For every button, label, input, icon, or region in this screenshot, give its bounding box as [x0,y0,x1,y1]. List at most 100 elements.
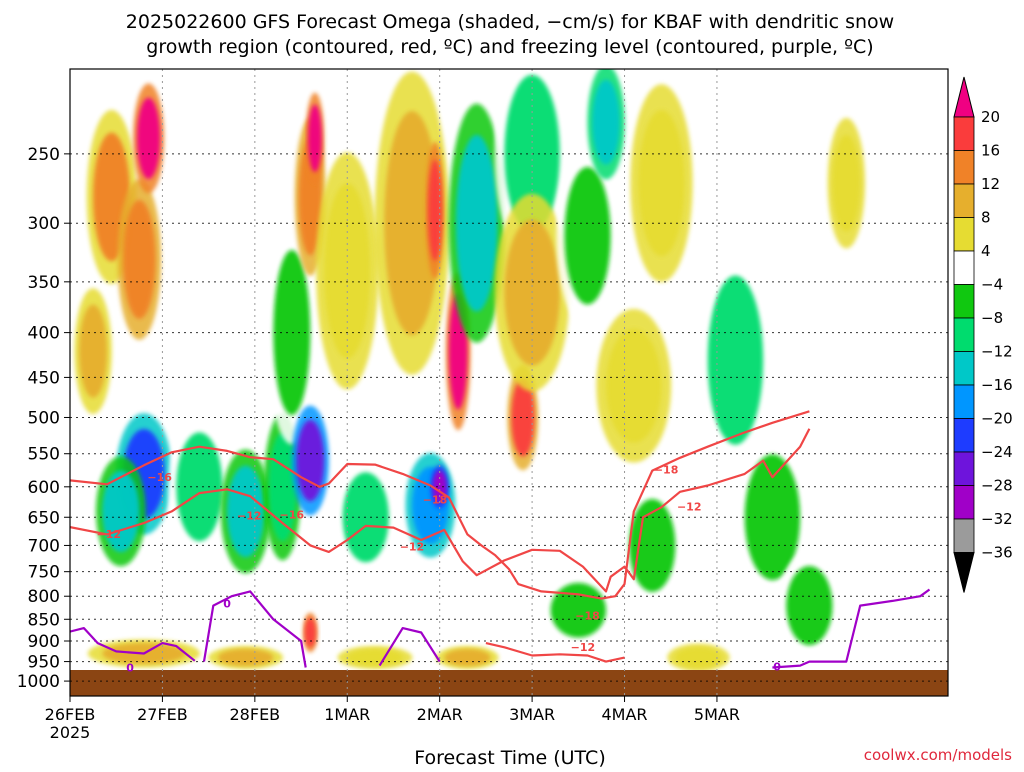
y-tick-label: 250 [28,145,60,165]
y-tick-label: 850 [28,610,60,630]
freezing-level-contour [70,627,196,662]
contour-label: −12 [97,528,122,541]
omega-cell [102,470,140,552]
colorbar-band [953,384,975,419]
x-tick-label: 1MAR [324,705,370,724]
colorbar-label: −4 [981,276,1003,294]
omega-cell [304,617,316,648]
omega-cell [564,166,611,305]
x-tick-label: 27FEB [137,705,188,724]
y-tick-label: 600 [28,478,60,498]
colorbar-band [953,317,975,352]
colorbar-label: −28 [981,477,1013,495]
x-tick-label: 2MAR [417,705,463,724]
credit-text: coolwx.com/models [864,746,1012,764]
chart-title-line1: 2025022600 GFS Forecast Omega (shaded, −… [126,11,894,33]
contour-label: 0 [223,597,231,610]
omega-cell [137,97,161,179]
y-tick-label: 750 [28,563,60,583]
colorbar-label: 16 [981,142,1000,160]
y-tick-label: 650 [28,508,60,528]
contour-label: −18 [654,463,679,476]
dgz-contour [70,410,810,600]
omega-cell [273,250,311,416]
dgz-contour [485,642,625,663]
x-tick-label: 4MAR [602,705,648,724]
y-tick-label: 800 [28,587,60,607]
colorbar-band [953,116,975,151]
contour-label: −12 [400,541,425,554]
plot-frame [69,68,949,697]
dgz-contour [70,428,811,593]
contour-label: −16 [147,471,172,484]
colorbar-label: −12 [981,343,1013,361]
chart-title-line2: growth region (contoured, red, ºC) and f… [146,36,873,58]
omega-cell [592,79,620,165]
freezing-level-contour [202,590,307,668]
colorbar-label: 4 [981,242,991,260]
y-tick-label: 550 [28,445,60,465]
x-axis-label: Forecast Time (UTC) [414,747,605,768]
freezing-level-contour [772,588,931,669]
omega-cell [217,648,274,667]
y-tick-label: 450 [28,368,60,388]
colorbar-band [953,418,975,453]
contour-label: −12 [677,501,702,514]
y-tick-label: 700 [28,536,60,556]
colorbar-label: −36 [981,544,1013,562]
colorbar-band [953,351,975,386]
colorbar-label: 12 [981,175,1000,193]
colorbar-band [953,451,975,486]
y-axis-ticks: 2503003504004505005506006507007508008509… [17,145,70,692]
colorbar-top-arrow [953,76,975,118]
colorbar-band [953,150,975,185]
colorbar-bottom-arrow [953,552,975,593]
colorbar-band [953,485,975,520]
colorbar-label: −8 [981,309,1003,327]
omega-cell [123,200,156,319]
colorbar-band [953,250,975,285]
omega-cell [444,648,491,667]
colorbar-band [953,284,975,319]
x-tick-label: 5MAR [694,705,740,724]
omega-cell [638,110,685,257]
colorbar-band [953,183,975,218]
contour-labels: −16 −12 −12 −16 −18 −12 −18 −12 −18 −12 0 0 0 [97,463,782,674]
contour-label: −16 [280,508,305,521]
omega-cell [832,134,861,232]
y-tick-label: 1000 [17,672,60,692]
y-tick-label: 500 [28,408,60,428]
freezing-level-contour [378,627,441,667]
omega-cell [606,328,662,443]
x-tick-sublabel: 2025 [50,723,91,742]
colorbar-band [953,217,975,252]
omega-cell [347,648,403,667]
colorbar-label: −16 [981,376,1013,394]
colorbar-label: 8 [981,209,991,227]
omega-cell [786,565,833,646]
x-tick-label: 28FEB [230,705,281,724]
omega-cell [296,419,325,502]
omega-cell [227,465,265,558]
omega-cell [324,183,371,359]
contour-label: 0 [773,660,781,673]
colorbar-label: −32 [981,510,1013,528]
omega-cell [511,378,535,457]
colorbar-label: 20 [981,108,1000,126]
contour-label: −18 [575,610,600,623]
contour-label: 0 [126,662,134,675]
omega-cell [428,159,442,261]
omega-cell [176,432,223,542]
omega-cell [79,304,107,398]
omega-cell [455,134,498,312]
omega-cell [707,275,764,445]
colorbar-band [953,518,975,553]
y-tick-label: 950 [28,653,60,673]
contour-label: −12 [571,641,596,654]
y-tick-label: 300 [28,214,60,234]
temperature-contours [70,410,931,669]
colorbar: 20 16 12 8 4 −4 −8 −12 −16 −20 −24 −28 −32 −36 [953,76,1013,593]
